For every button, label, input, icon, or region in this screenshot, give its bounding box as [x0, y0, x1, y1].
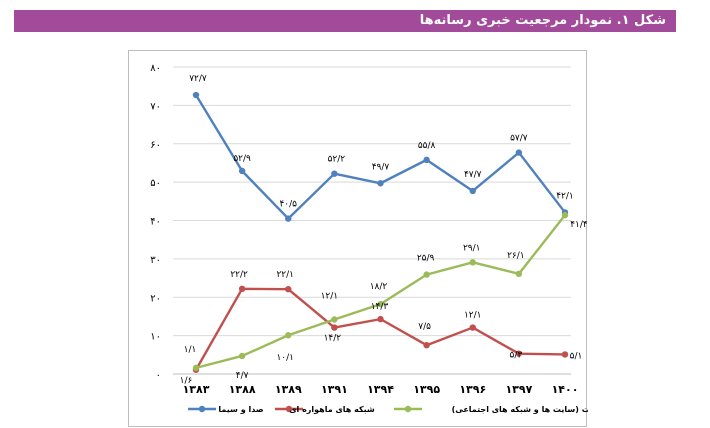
series-1-point — [285, 215, 292, 222]
y-tick-label: ۷۰ — [150, 101, 161, 112]
series-2-point — [561, 351, 569, 358]
legend-label-3: اینترنت (سایت ها و شبکه های اجتماعی) — [452, 405, 588, 414]
data-label: ۱۸/۲ — [370, 282, 388, 292]
data-label: ۵۷/۷ — [510, 134, 528, 144]
x-tick-label: ۱۳۹۴ — [367, 383, 394, 396]
series-2-point — [515, 350, 523, 357]
data-label: ۵/۳ — [510, 351, 523, 361]
y-tick-label: ۸۰ — [150, 63, 161, 74]
data-label: ۵/۱ — [570, 351, 583, 361]
series-3-point — [515, 270, 523, 278]
data-label: ۵۲/۲ — [328, 155, 346, 165]
series-3-point — [238, 352, 246, 360]
data-label: ۴۰/۵ — [279, 200, 297, 210]
series-3-point — [285, 332, 292, 339]
series-2-point — [377, 315, 384, 323]
x-tick-label: ۱۳۸۹ — [275, 383, 302, 396]
legend-label-2: شبکه های ماهواره ای — [289, 405, 375, 414]
data-label: ۱۲/۱ — [321, 292, 339, 302]
x-tick-label: ۱۳۸۳ — [183, 383, 210, 396]
data-label: ۴/۷ — [236, 371, 249, 381]
x-tick-label: ۱۳۹۷ — [505, 383, 532, 396]
data-label: ۷۲/۷ — [189, 74, 207, 84]
data-label: ۴۲/۱ — [556, 191, 574, 201]
y-tick-label: ۲۰ — [150, 293, 161, 304]
data-label: ۲۹/۱ — [463, 243, 481, 253]
series-3-point — [377, 300, 384, 308]
data-label: ۱۴/۳ — [371, 302, 389, 312]
data-label: ۱۰/۱ — [276, 353, 294, 363]
line-chart: ۰ ۱۰ ۲۰ ۳۰ ۴۰ ۵۰ ۶۰ ۷۰ ۸۰ ۱۳۸۳ ۱۳۸۸ ۱۳۸۹ ۱۳۹۱ ۱۳۹۴ ۱۳۹… — [150, 63, 588, 414]
series-1-point — [423, 156, 430, 164]
x-tick-label: ۱۴۰۰ — [552, 383, 579, 396]
series-3-point — [561, 211, 569, 219]
data-label: ۱۴/۲ — [324, 334, 342, 344]
series-2-point — [238, 285, 246, 293]
data-label: ۲۶/۱ — [507, 251, 525, 261]
data-label: ۲۵/۹ — [417, 254, 435, 264]
series-2-point — [285, 285, 292, 293]
legend-marker-2 — [285, 405, 293, 413]
y-tick-label: ۰ — [156, 370, 161, 381]
series-1-point — [192, 91, 200, 99]
series-2-point — [469, 324, 476, 331]
series-3-point — [423, 271, 430, 278]
chart-container: ۰ ۱۰ ۲۰ ۳۰ ۴۰ ۵۰ ۶۰ ۷۰ ۸۰ ۱۳۸۳ ۱۳۸۸ ۱۳۸۹ ۱۳۹۱ ۱۳۹۴ ۱۳۹… — [128, 50, 588, 427]
series-1-point — [238, 167, 246, 175]
data-label: ۲۲/۱ — [276, 270, 294, 280]
series-3-point — [469, 259, 476, 266]
data-label: ۲۲/۲ — [230, 270, 248, 280]
x-tick-label: ۱۳۸۸ — [229, 383, 256, 396]
series-1-point — [331, 170, 338, 177]
y-tick-label: ۱۰ — [150, 332, 161, 343]
series-1-point — [377, 180, 384, 187]
data-label: ۴۱/۴ — [570, 220, 588, 230]
series-3-point — [331, 316, 338, 323]
series-2-point — [331, 324, 338, 331]
series-2-point — [423, 342, 430, 349]
y-tick-label: ۴۰ — [150, 217, 161, 228]
legend-marker-3 — [404, 405, 412, 413]
y-tick-label: ۳۰ — [150, 255, 161, 266]
data-label: ۴۹/۷ — [372, 162, 390, 172]
x-tick-label: ۱۳۹۱ — [321, 383, 348, 396]
data-label: ۵۲/۹ — [233, 154, 251, 164]
series-1-point — [515, 149, 523, 156]
legend-label-1: صدا و سیما — [218, 405, 263, 414]
data-label: ۷/۵ — [418, 322, 431, 332]
series-1-point — [469, 187, 476, 195]
data-label: ۵۵/۸ — [418, 141, 436, 151]
series-line-1 — [194, 94, 566, 220]
legend-marker-1 — [198, 405, 206, 413]
data-label: ۴۷/۷ — [464, 170, 482, 180]
data-label: ۱/۶ — [180, 376, 193, 386]
data-label: ۱/۱ — [184, 345, 197, 355]
x-tick-label: ۱۳۹۶ — [459, 383, 486, 396]
figure-title: شکل ۱. نمودار مرجعیت خبری رسانه‌ها — [14, 10, 676, 32]
y-tick-label: ۶۰ — [150, 140, 161, 151]
y-tick-label: ۵۰ — [150, 178, 161, 189]
x-tick-label: ۱۳۹۵ — [413, 383, 440, 396]
data-label: ۱۲/۱ — [464, 311, 482, 321]
series-3-point — [192, 364, 200, 372]
